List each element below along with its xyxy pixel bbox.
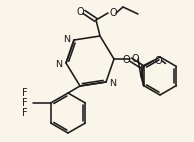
- Text: N: N: [63, 35, 70, 43]
- Text: O: O: [123, 55, 130, 64]
- Text: F: F: [22, 88, 28, 98]
- Text: F: F: [22, 108, 28, 118]
- Text: O: O: [76, 7, 84, 17]
- Text: O: O: [131, 54, 139, 64]
- Text: O: O: [109, 8, 117, 18]
- Text: N: N: [55, 59, 62, 68]
- Text: F: F: [22, 98, 28, 108]
- Text: N: N: [109, 79, 117, 87]
- Text: O: O: [155, 56, 162, 65]
